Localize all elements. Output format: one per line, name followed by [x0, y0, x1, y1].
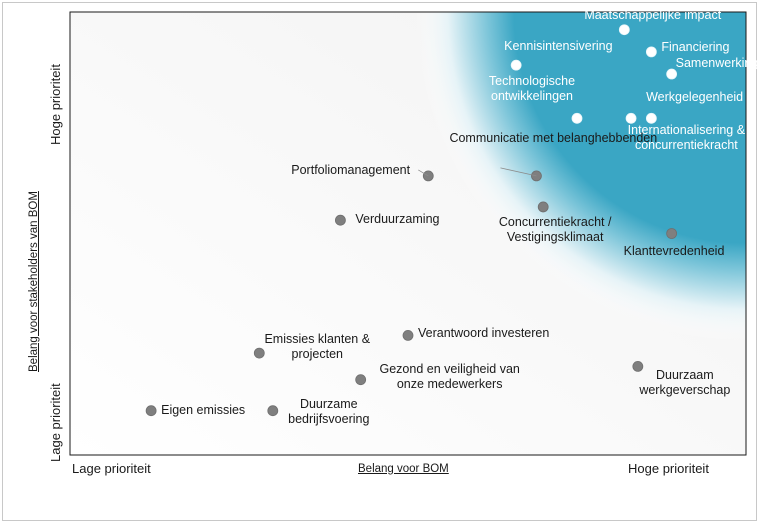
point-label: Portfoliomanagement: [291, 162, 411, 177]
data-point: [645, 112, 657, 124]
point-label: Concurrentiekracht / Vestigingsklimaat: [498, 214, 612, 244]
data-point: [510, 59, 522, 71]
label-leader-line: [418, 169, 429, 177]
data-point: [632, 360, 644, 372]
x-tick-low: Lage prioriteit: [72, 461, 151, 476]
data-point: [334, 214, 346, 226]
data-point: [267, 405, 279, 417]
data-point: [666, 228, 678, 239]
point-label: Emissies klanten & projecten: [264, 332, 371, 362]
data-point: [355, 374, 367, 386]
data-point: [618, 24, 630, 36]
y-tick-low: Lage prioriteit: [48, 383, 63, 462]
point-label: Klanttevredenheid: [623, 243, 725, 258]
point-label: Kennisintensivering: [504, 39, 613, 54]
x-axis-title: Belang voor BOM: [358, 463, 449, 475]
y-axis-title: Belang voor stakeholders van BOM: [28, 191, 40, 372]
data-point: [253, 347, 265, 359]
data-point: [537, 201, 549, 213]
data-point: [625, 112, 637, 124]
point-label: Duurzame bedrijfsvoering: [288, 396, 370, 426]
data-point: [666, 68, 678, 80]
x-tick-high: Hoge prioriteit: [628, 461, 709, 476]
point-label: Samenwerking: [675, 56, 759, 71]
point-label: Communicatie met belanghebbenden: [449, 130, 658, 145]
point-label: Gezond en veiligheid van onze medewerker…: [379, 361, 520, 391]
point-label: Eigen emissies: [161, 402, 246, 417]
point-label: Verantwoord investeren: [418, 326, 550, 341]
point-label: Financiering: [661, 39, 730, 54]
point-label: Duurzaam werkgeverschap: [639, 368, 731, 398]
priority-highlight-zone: [70, 12, 746, 455]
data-point: [402, 329, 414, 341]
point-label: Internationalisering & concurrentiekrach…: [627, 123, 746, 153]
point-label: Technologische ontwikkelingen: [488, 74, 576, 104]
data-point: [571, 112, 583, 124]
point-label: Werkgelegenheid: [646, 90, 744, 105]
data-point: [645, 46, 657, 58]
point-label: Maatschappelijke impact: [584, 7, 722, 22]
label-leader-line: [500, 167, 537, 177]
data-point: [145, 405, 157, 417]
y-tick-high: Hoge prioriteit: [48, 64, 63, 145]
point-label: Verduurzaming: [355, 212, 440, 227]
